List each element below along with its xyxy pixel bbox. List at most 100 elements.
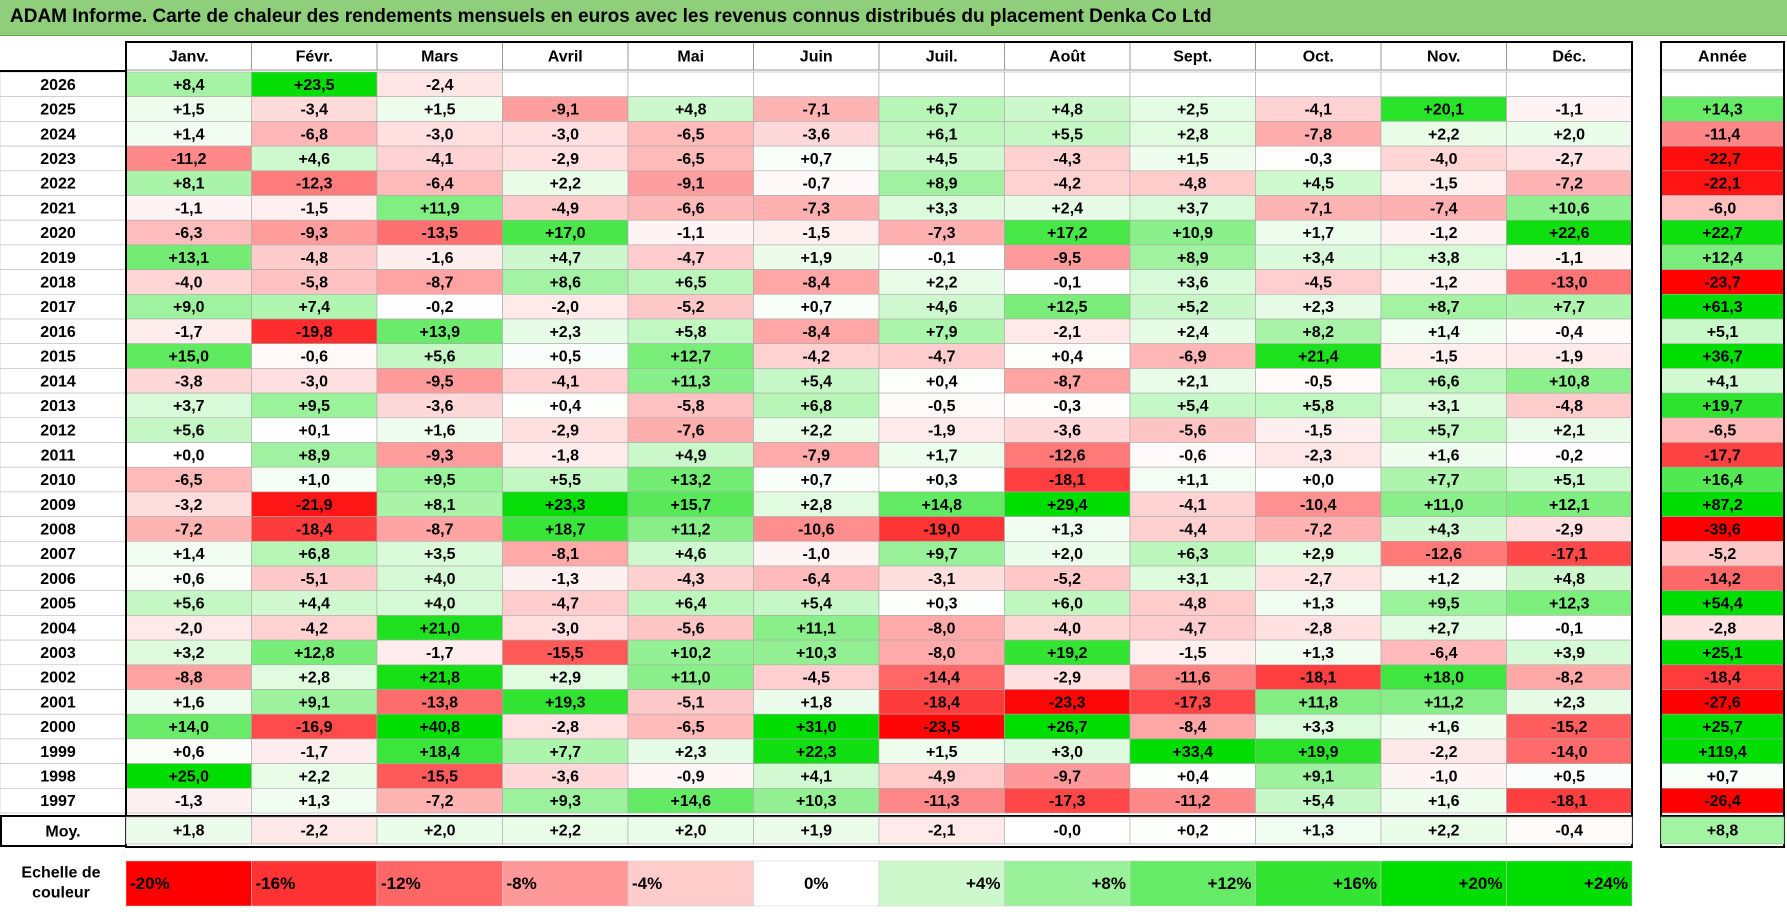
cell-value: +12,8 [294, 645, 335, 662]
cell-value: +1,4 [1428, 324, 1460, 341]
cell-value: -10,4 [1300, 497, 1337, 514]
cell-value: +26,7 [1047, 719, 1088, 736]
year-label: 2011 [41, 447, 76, 464]
heat-cell [1004, 689, 1131, 715]
annual-value: -2,8 [1709, 620, 1737, 637]
heat-cell [753, 318, 880, 345]
cell-value: -7,9 [802, 447, 830, 464]
cell-value: +2,9 [549, 670, 581, 687]
heat-cell [376, 491, 503, 517]
heat-cell [502, 664, 629, 690]
cell-value: -10,6 [798, 521, 835, 538]
heat-cell [1129, 491, 1256, 517]
cell-value: -0,4 [1555, 324, 1583, 341]
cell-value: +6,1 [926, 126, 958, 143]
heat-cell [1004, 417, 1131, 443]
cell-value: +4,7 [549, 250, 581, 267]
heat-cell [502, 368, 629, 394]
cell-value: -3,6 [426, 398, 454, 415]
heat-cell [753, 466, 880, 493]
cell-value: -3,2 [175, 497, 203, 514]
cell-value: -2,3 [1304, 447, 1332, 464]
cell-value: -2,9 [1555, 521, 1583, 538]
average-cell [125, 816, 252, 845]
cell-value: +6,8 [800, 398, 832, 415]
cell-value: +11,2 [1424, 694, 1464, 711]
heat-cell [251, 145, 378, 172]
month-header-4: Avril [548, 49, 583, 66]
cell-value: +25,0 [169, 768, 210, 785]
cell-value: +2,0 [1051, 546, 1083, 563]
cell-value: +17,0 [545, 225, 586, 242]
cell-value: +22,6 [1549, 225, 1590, 242]
cell-value: -17,3 [1049, 793, 1086, 810]
heat-cell [753, 491, 880, 517]
year-label: 2020 [40, 225, 76, 242]
heat-cell [502, 738, 629, 764]
heat-cell [376, 195, 503, 221]
heat-cell [1004, 145, 1131, 172]
cell-value: -8,4 [802, 274, 830, 291]
annual-value: -11,4 [1705, 126, 1741, 143]
cell-value: -0,7 [802, 176, 830, 193]
heat-cell [376, 269, 503, 295]
cell-value: +8,6 [549, 274, 581, 291]
annual-cell [1660, 590, 1785, 616]
color-scale-label: 0% [804, 874, 829, 893]
cell-value: +8,9 [926, 176, 958, 193]
cell-value: +4,6 [926, 299, 958, 316]
cell-value: +23,5 [294, 77, 335, 94]
cell-value: -0,1 [1555, 620, 1583, 637]
heat-cell [1004, 787, 1131, 814]
heat-cell [627, 664, 754, 690]
cell-value: -3,6 [1053, 423, 1081, 440]
cell-value: -7,3 [928, 225, 956, 242]
heat-cell [251, 639, 378, 666]
annual-cell [1660, 516, 1785, 542]
annual-cell [1660, 417, 1785, 443]
month-header-9: Sept. [1173, 49, 1212, 66]
cell-value: +13,9 [420, 324, 461, 341]
heat-cell [878, 615, 1005, 641]
heat-cell [376, 121, 503, 147]
cell-value: +1,6 [1428, 793, 1460, 810]
heat-cell [1380, 121, 1507, 147]
cell-value: -3,0 [551, 126, 579, 143]
cell-value: -5,2 [1053, 571, 1081, 588]
color-scale-label: +24% [1584, 874, 1628, 893]
heat-cell [1255, 318, 1382, 345]
color-scale-label: +4% [966, 874, 1001, 893]
heat-cell [1004, 170, 1131, 196]
cell-value: -4,0 [1430, 151, 1458, 168]
heat-cell [1004, 763, 1131, 789]
heat-cell [753, 368, 880, 394]
cell-value: -4,5 [802, 670, 830, 687]
cell-value: +1,4 [173, 126, 205, 143]
cell-value: -1,5 [300, 200, 328, 217]
average-cell [376, 816, 503, 845]
color-scale-swatch [251, 860, 378, 907]
cell-value: -15,5 [422, 768, 459, 785]
cell-value: +2,4 [1051, 200, 1083, 217]
cell-value: +4,1 [800, 768, 832, 785]
cell-value: +4,8 [1051, 102, 1083, 119]
cell-value: +9,5 [424, 472, 456, 489]
year-label: 2019 [40, 250, 76, 267]
cell-value: +9,1 [1302, 768, 1334, 785]
heat-cell [251, 392, 378, 419]
cell-value: -7,2 [426, 793, 454, 810]
cell-value: -8,4 [1179, 719, 1207, 736]
cell-value: -8,4 [802, 324, 830, 341]
cell-value: -9,1 [677, 176, 705, 193]
cell-value: +0,3 [926, 472, 958, 489]
cell-value: +3,0 [1051, 744, 1083, 761]
heat-cell [1380, 293, 1507, 320]
heat-cell [1004, 293, 1131, 320]
heat-cell [1506, 145, 1633, 172]
cell-value: -1,8 [551, 447, 579, 464]
cell-value: +2,2 [800, 423, 832, 440]
cell-value: -4,8 [1555, 398, 1583, 415]
heat-cell [125, 244, 252, 270]
heat-cell [753, 269, 880, 295]
cell-value: -9,7 [1053, 768, 1081, 785]
